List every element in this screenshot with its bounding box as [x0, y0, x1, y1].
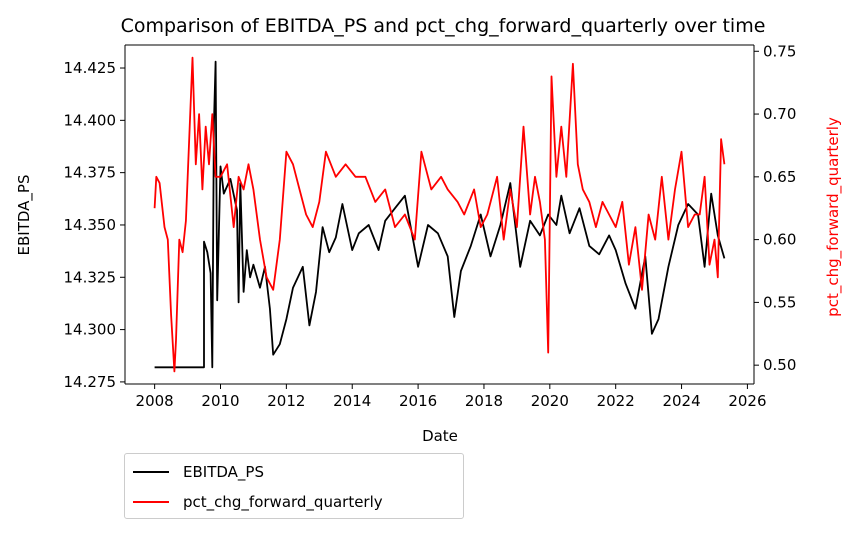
x-tick-label: 2018	[465, 392, 503, 410]
x-tick-label: 2026	[728, 392, 766, 410]
series-layer	[153, 56, 726, 373]
y-left-tick-label: 14.325	[64, 268, 117, 286]
legend: EBITDA_PS pct_chg_forward_quarterly	[124, 453, 464, 519]
series-line-pct-chg-forward-quarterly	[153, 56, 726, 373]
y-right-tick-label: 0.75	[763, 42, 796, 60]
x-tick-label: 2014	[333, 392, 371, 410]
x-tick-label: 2008	[136, 392, 174, 410]
legend-item-pct-chg: pct_chg_forward_quarterly	[133, 490, 383, 514]
legend-label-ebitda-ps: EBITDA_PS	[183, 463, 264, 481]
x-tick-label: 2016	[399, 392, 437, 410]
y-right-tick-label: 0.70	[763, 105, 796, 123]
legend-swatch-ebitda-ps	[133, 471, 169, 473]
x-axis: 2008 2010 2012 2014 2016 2018 2020 2022 2024 2026	[136, 384, 767, 410]
y-left-tick-label: 14.425	[64, 59, 117, 77]
y-axis-left: 14.275 14.300 14.325 14.350 14.375 14.400 14.4…	[64, 59, 125, 391]
y-left-tick-label: 14.275	[64, 373, 117, 391]
legend-label-pct-chg: pct_chg_forward_quarterly	[183, 493, 383, 511]
y-left-tick-label: 14.300	[64, 321, 117, 339]
x-tick-label: 2020	[531, 392, 569, 410]
y-right-tick-label: 0.50	[763, 356, 796, 374]
y-axis-right-label: pct_chg_forward_quarterly	[824, 117, 843, 317]
y-axis-right: 0.50 0.55 0.60 0.65 0.70 0.75	[754, 42, 796, 374]
x-tick-label: 2022	[597, 392, 635, 410]
x-tick-label: 2024	[662, 392, 700, 410]
plot-frame	[124, 44, 755, 385]
x-axis-label: Date	[422, 427, 458, 445]
y-right-tick-label: 0.60	[763, 231, 796, 249]
series-line-ebitda-ps	[154, 60, 726, 369]
x-tick-label: 2010	[201, 392, 239, 410]
y-axis-left-label: EBITDA_PS	[15, 175, 34, 256]
legend-swatch-pct-chg	[133, 501, 169, 503]
legend-item-ebitda-ps: EBITDA_PS	[133, 460, 264, 484]
y-left-tick-label: 14.400	[64, 111, 117, 129]
y-right-tick-label: 0.55	[763, 293, 796, 311]
x-tick-label: 2012	[267, 392, 305, 410]
y-left-tick-label: 14.375	[64, 164, 117, 182]
y-left-tick-label: 14.350	[64, 216, 117, 234]
chart-title: Comparison of EBITDA_PS and pct_chg_forw…	[121, 15, 766, 37]
y-right-tick-label: 0.65	[763, 168, 796, 186]
